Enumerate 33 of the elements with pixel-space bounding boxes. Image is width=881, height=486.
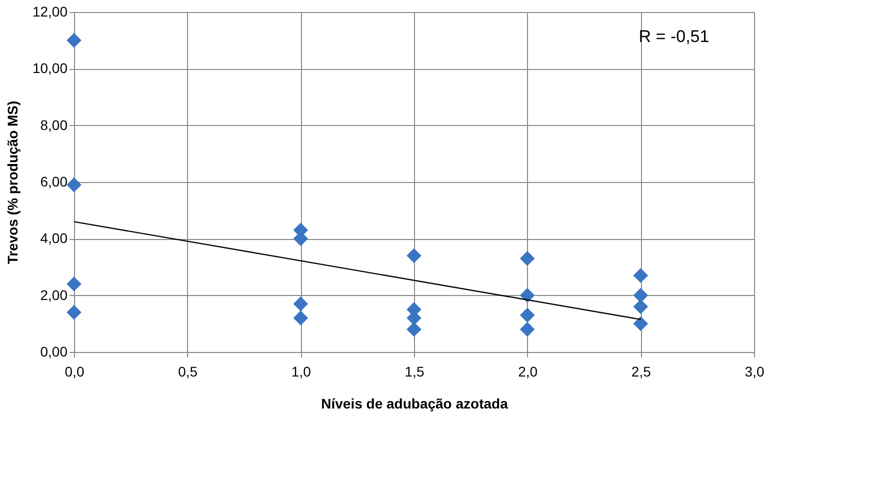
point	[520, 288, 535, 303]
point	[633, 316, 648, 332]
point	[633, 268, 648, 283]
x-tick-label: 2,0	[518, 364, 538, 380]
x-tick-label: 0,0	[64, 364, 84, 380]
point	[633, 288, 648, 303]
point	[66, 304, 82, 320]
point	[406, 248, 422, 264]
point	[66, 32, 82, 48]
y-tick-label: 12,00	[32, 4, 68, 20]
annotation: R = -0,51	[638, 27, 710, 46]
point	[293, 310, 308, 326]
point	[66, 276, 82, 292]
x-axis-title: Níveis de adubação azotada	[321, 396, 508, 412]
point	[406, 322, 422, 337]
point	[520, 308, 535, 323]
y-tick-label: 2,00	[40, 286, 68, 303]
y-axis-title: Trevos (% produção MS)	[4, 100, 20, 264]
point	[633, 299, 648, 314]
x-tick-label: 1,5	[404, 364, 424, 380]
x-tick-label: 0,5	[178, 364, 198, 380]
point	[520, 322, 535, 337]
point	[66, 177, 82, 192]
point	[520, 251, 535, 266]
point	[293, 296, 308, 312]
x-tick-label: 1,0	[291, 364, 312, 380]
x-tick-label: 2,5	[631, 364, 652, 380]
y-tick-label: 6,00	[40, 174, 68, 190]
y-tick-label: 10,00	[32, 60, 68, 76]
y-tick-label: 0,00	[40, 344, 68, 360]
y-tick-label: 8,00	[40, 116, 68, 133]
y-tick-label: 4,00	[40, 230, 68, 246]
x-tick-label: 3,0	[744, 364, 764, 380]
